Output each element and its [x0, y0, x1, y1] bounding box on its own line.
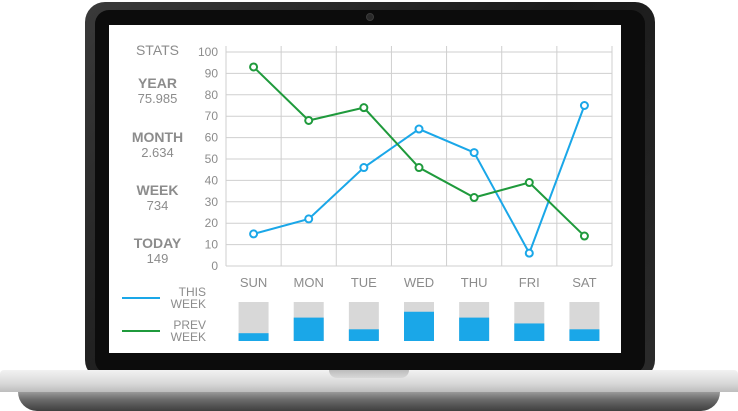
bar-fill: [569, 329, 600, 341]
y-tick-label: 30: [205, 195, 219, 209]
prev-week-point: [469, 193, 479, 203]
y-tick-label: 10: [205, 238, 219, 252]
x-tick-label: SAT: [572, 275, 596, 290]
y-tick-labels: 0 10 20 30 40 50 60 70 80 90 100: [198, 45, 218, 273]
prev-week-point: [359, 103, 369, 113]
y-tick-label: 80: [205, 88, 219, 102]
y-tick-label: 100: [198, 45, 218, 59]
prev-week-point: [249, 62, 259, 72]
stat-month-value: 2.634: [141, 145, 174, 160]
this-week-point: [579, 101, 589, 110]
base-notch: [329, 370, 409, 378]
bar-fill: [404, 311, 434, 341]
stats-header: STATS: [110, 42, 205, 58]
stats-title: STATS: [135, 42, 180, 58]
bar-fill: [459, 317, 490, 341]
stat-today: TODAY 149: [110, 235, 205, 266]
this-week-point: [414, 124, 424, 134]
x-tick-label: FRI: [519, 275, 540, 290]
stat-month: MONTH 2.634: [110, 129, 205, 160]
this-week-point: [359, 163, 369, 173]
stat-today-value: 149: [146, 251, 169, 266]
y-tick-label: 50: [205, 152, 219, 166]
this-week-point: [469, 148, 479, 158]
x-tick-label: THU: [461, 275, 488, 290]
bar-fill: [348, 329, 379, 341]
legend-this-week: THIS WEEK: [160, 286, 206, 310]
legend-this-week-line1: THIS: [178, 285, 206, 299]
prev-week-point: [304, 115, 314, 125]
stat-week: WEEK 734: [110, 182, 205, 213]
y-tick-label: 0: [211, 259, 218, 273]
bar-fill: [238, 333, 269, 341]
this-week-point: [524, 248, 534, 258]
base-top: [0, 370, 738, 392]
stat-week-label: WEEK: [136, 182, 179, 198]
camera-icon: [366, 13, 374, 21]
y-tick-label: 60: [205, 131, 219, 145]
legend-prev-week: PREV WEEK: [160, 319, 206, 343]
stat-today-label: TODAY: [133, 235, 182, 251]
laptop-base: [0, 370, 738, 411]
y-tick-label: 20: [205, 216, 219, 230]
stat-year-value: 75.985: [137, 91, 178, 106]
stat-week-value: 734: [146, 198, 169, 213]
stat-year: YEAR 75.985: [110, 75, 205, 106]
legend-this-week-line2: WEEK: [170, 297, 206, 311]
bar-fill: [514, 323, 545, 341]
y-tick-label: 90: [205, 66, 219, 80]
this-week-point: [249, 229, 259, 239]
weekly-bars: [238, 302, 600, 341]
prev-week-line: [252, 66, 586, 237]
chart-grid: [225, 46, 613, 267]
bar-fill: [293, 317, 324, 341]
legend-prev-week-line2: WEEK: [170, 330, 206, 344]
y-tick-label: 70: [205, 109, 219, 123]
x-tick-labels: SUN MON TUE WED THU FRI SAT: [240, 275, 597, 290]
this-week-point: [304, 214, 314, 224]
legend-prev-week-line1: PREV: [173, 318, 206, 332]
prev-week-point: [524, 178, 534, 188]
x-tick-label: MON: [294, 275, 324, 290]
stat-month-label: MONTH: [131, 129, 184, 145]
y-tick-label: 40: [205, 173, 219, 187]
x-tick-label: WED: [404, 275, 434, 290]
prev-week-point: [579, 231, 589, 241]
prev-week-point: [414, 163, 424, 173]
x-tick-label: TUE: [351, 275, 377, 290]
chart-series: [249, 62, 589, 258]
base-bottom: [18, 392, 720, 411]
x-tick-label: SUN: [240, 275, 267, 290]
stat-year-label: YEAR: [138, 75, 177, 91]
